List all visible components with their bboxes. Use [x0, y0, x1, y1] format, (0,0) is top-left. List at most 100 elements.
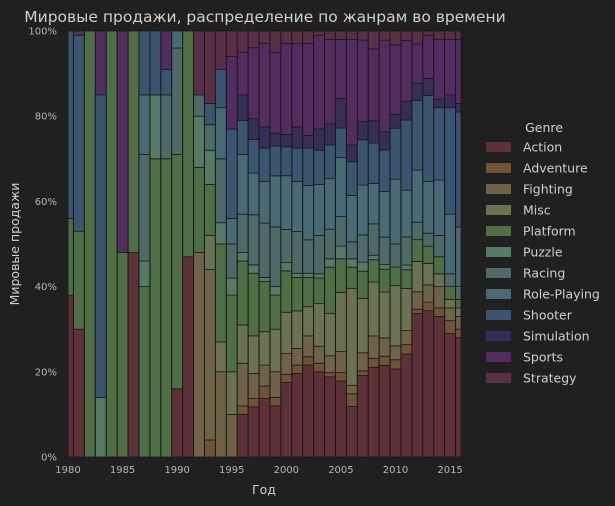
- bar-strategy-2005: [335, 30, 347, 40]
- bar-role-playing-1994: [215, 107, 227, 160]
- bar-simulation-2001: [291, 126, 303, 149]
- bar-misc-1994: [215, 341, 227, 373]
- bar-racing-2001: [291, 231, 303, 274]
- legend-swatch-shooter: [486, 310, 511, 320]
- bar-simulation-2012: [411, 82, 424, 101]
- bar-adventure-2008: [367, 357, 380, 368]
- bar-action-2001: [291, 373, 303, 458]
- bar-adventure-2007: [357, 370, 369, 376]
- bar-simulation-2009: [378, 131, 391, 151]
- bar-action-2003: [313, 371, 325, 458]
- legend-swatch-simulation: [486, 331, 511, 341]
- bar-fighting-2006: [346, 384, 358, 395]
- bar-shooter-2008: [367, 142, 380, 184]
- bar-shooter-1988: [149, 30, 162, 96]
- bar-racing-2002: [302, 239, 314, 274]
- bar-shooter-2014: [433, 107, 445, 181]
- legend-swatch-puzzle: [486, 247, 511, 257]
- bar-sports-1999: [269, 51, 282, 134]
- legend-swatch-sports: [486, 352, 511, 362]
- bar-puzzle-1992: [193, 115, 205, 168]
- bar-sports-2014: [433, 39, 445, 100]
- bar-fighting-2001: [291, 348, 303, 366]
- bar-shooter-1994: [215, 68, 227, 109]
- bar-misc-2012: [411, 260, 424, 293]
- bar-racing-2010: [389, 243, 402, 268]
- bar-strategy-1997: [247, 30, 260, 49]
- bar-strategy-2001: [291, 30, 303, 44]
- bar-simulation-2003: [313, 128, 325, 151]
- bar-shooter-2003: [313, 149, 325, 185]
- bar-puzzle-1994: [215, 222, 227, 245]
- bar-racing-1995: [226, 243, 238, 279]
- bar-adventure-2009: [378, 355, 391, 366]
- bar-misc-2005: [335, 292, 347, 352]
- bar-fighting-1994: [215, 371, 227, 458]
- chart-title: Мировые продажи, распределение по жанрам…: [24, 8, 506, 26]
- y-tick-label: 20%: [35, 367, 57, 378]
- bar-simulation-2014: [433, 98, 445, 109]
- bar-action-2007: [357, 375, 369, 458]
- bar-platform-2005: [335, 258, 347, 293]
- bar-fighting-1995: [226, 413, 238, 458]
- bar-platform-1992: [193, 166, 205, 253]
- bar-adventure-1998: [258, 385, 271, 399]
- bar-fighting-2002: [302, 335, 314, 358]
- bar-role-playing-1996: [236, 154, 249, 215]
- bar-platform-1981: [73, 230, 85, 330]
- legend-swatch-strategy: [486, 373, 511, 383]
- bar-racing-1996: [236, 213, 249, 253]
- bar-action-2005: [335, 380, 347, 458]
- bar-sports-1989: [160, 30, 172, 70]
- bar-action-2009: [378, 364, 391, 458]
- bar-action-2006: [346, 405, 358, 458]
- bar-sports-1985: [116, 30, 129, 253]
- bar-sports-2000: [280, 43, 293, 135]
- bar-adventure-2014: [433, 307, 445, 317]
- bar-platform-1985: [116, 252, 129, 458]
- bar-shooter-1995: [226, 128, 238, 219]
- bar-platform-1999: [269, 294, 282, 330]
- bar-misc-1993: [204, 235, 216, 270]
- bar-role-playing-2009: [378, 190, 391, 238]
- bar-platform-2010: [389, 266, 402, 287]
- bar-role-playing-2014: [433, 179, 445, 236]
- bar-racing-2012: [411, 221, 424, 241]
- bar-platform-2002: [302, 277, 314, 308]
- bar-shooter-1980: [67, 30, 74, 219]
- bar-racing-1999: [269, 226, 282, 288]
- legend-label-sports: Sports: [523, 350, 563, 365]
- x-axis-label: Год: [252, 482, 276, 497]
- bar-misc-2007: [357, 297, 369, 354]
- bar-sports-2007: [357, 39, 369, 123]
- bar-platform-1998: [258, 281, 271, 333]
- bar-shooter-2000: [280, 146, 293, 177]
- bar-action-1980: [67, 294, 74, 458]
- bar-puzzle-2007: [357, 261, 369, 272]
- legend-label-strategy: Strategy: [523, 371, 577, 386]
- bar-adventure-1996: [236, 405, 249, 415]
- x-tick-label: 2000: [274, 465, 299, 476]
- y-tick-label: 40%: [35, 282, 57, 293]
- bar-platform-2009: [378, 268, 391, 293]
- bar-platform-1984: [105, 30, 118, 458]
- bar-misc-2015: [444, 298, 456, 309]
- bar-strategy-2015: [444, 30, 456, 40]
- bar-fighting-2007: [357, 352, 369, 372]
- bar-simulation-2008: [367, 120, 380, 144]
- x-tick-label: 1985: [110, 465, 135, 476]
- bar-shooter-1993: [204, 103, 216, 126]
- bar-adventure-1997: [247, 398, 260, 408]
- bar-adventure-2013: [422, 301, 434, 312]
- bar-strategy-1993: [204, 30, 216, 104]
- bar-action-1999: [269, 405, 282, 458]
- bar-strategy-1995: [226, 30, 238, 57]
- legend-label-shooter: Shooter: [523, 308, 573, 323]
- bar-fighting-2012: [411, 291, 424, 310]
- bar-fighting-2016: [455, 316, 462, 330]
- bar-role-playing-2005: [335, 157, 347, 217]
- bar-puzzle-2004: [324, 258, 336, 268]
- bar-platform-1996: [236, 260, 249, 326]
- bar-shooter-1983: [95, 94, 107, 398]
- bar-strategy-2007: [357, 30, 369, 41]
